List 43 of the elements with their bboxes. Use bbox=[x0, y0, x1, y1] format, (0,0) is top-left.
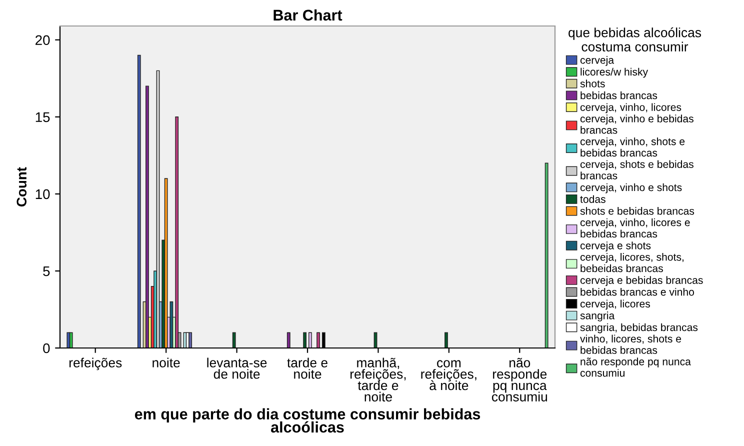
legend-label: licores/w hisky bbox=[580, 68, 648, 78]
x-tick-label: noite bbox=[152, 358, 180, 368]
bar bbox=[69, 332, 73, 348]
legend-label: cerveja e shots bbox=[580, 242, 651, 252]
y-tick-label: 10 bbox=[36, 189, 50, 200]
bar bbox=[164, 178, 168, 348]
bar bbox=[137, 54, 141, 348]
bar bbox=[316, 332, 320, 348]
x-tick-label: refeições bbox=[69, 358, 122, 370]
bar bbox=[146, 86, 149, 348]
bar bbox=[544, 162, 548, 348]
bar bbox=[188, 332, 192, 348]
legend-label: cerveja e bebidas brancas bbox=[580, 276, 703, 286]
x-tick-label: não responde pq nunca consumiu bbox=[492, 358, 547, 402]
chart-title: Bar Chart bbox=[274, 9, 342, 21]
legend-label: cerveja, licores bbox=[580, 300, 650, 310]
bar bbox=[308, 332, 312, 348]
bar bbox=[286, 332, 290, 348]
legend-label: bebidas brancas e vinho bbox=[580, 288, 694, 296]
bar bbox=[444, 332, 448, 348]
legend-label: shots bbox=[580, 80, 605, 88]
legend-label: cerveja bbox=[580, 56, 614, 66]
legend-label: todas bbox=[580, 195, 606, 203]
bar bbox=[175, 116, 179, 348]
y-tick-label: 5 bbox=[43, 266, 50, 276]
legend-label: cerveja, vinho, licores bbox=[580, 103, 682, 114]
x-tick-label: levanta-se de noite bbox=[207, 358, 267, 379]
y-axis-title: Count bbox=[16, 167, 27, 206]
x-axis-title: em que parte do dia costume consumir bebidas alcoólicas bbox=[134, 408, 480, 433]
legend-label: cerveja, vinho e shots bbox=[580, 183, 682, 194]
legend-label: sangria, bebidas brancas bbox=[580, 323, 698, 334]
legend-label: sangria bbox=[580, 312, 615, 322]
x-tick-label: tarde e noite bbox=[287, 358, 328, 379]
legend-title: que bebidas alcoólicas costuma consumir bbox=[568, 27, 702, 52]
legend-label: bebidas brancas bbox=[580, 91, 658, 100]
y-tick-label: 0 bbox=[43, 343, 50, 354]
bar bbox=[232, 332, 236, 348]
x-tick-label: manhã, refeições, tarde e noite bbox=[350, 358, 406, 402]
bar bbox=[303, 332, 307, 348]
x-tick-label: com refeições, à noite bbox=[421, 360, 476, 390]
legend-label: shots e bebidas brancas bbox=[580, 206, 694, 215]
y-tick-label: 20 bbox=[36, 35, 50, 46]
y-tick-label: 15 bbox=[36, 112, 50, 122]
